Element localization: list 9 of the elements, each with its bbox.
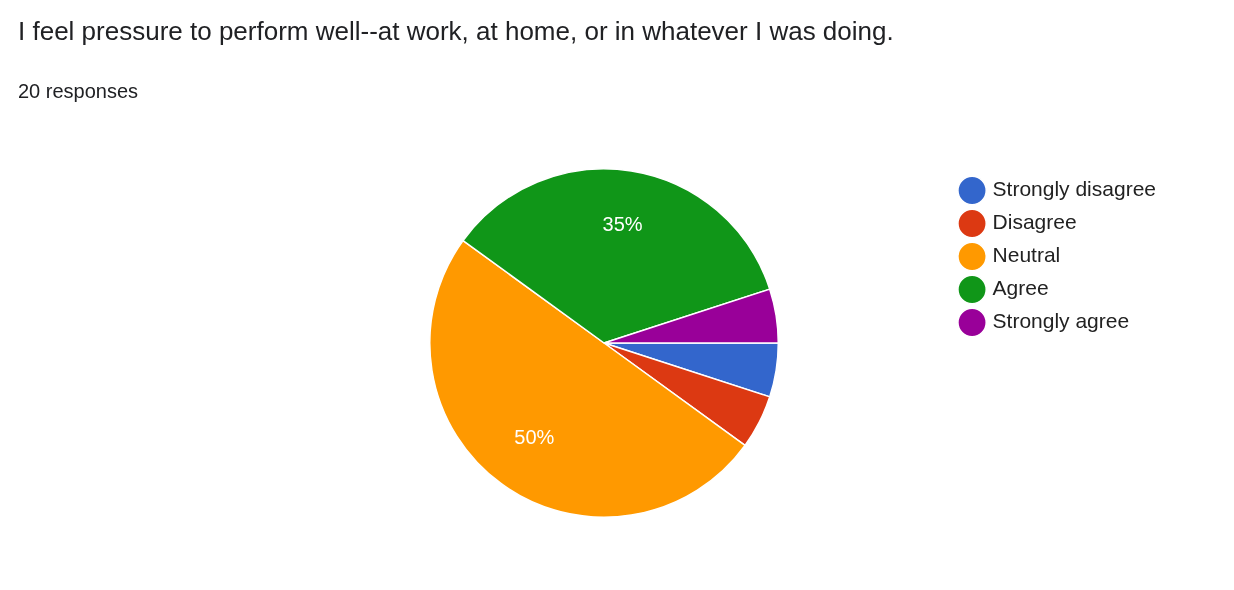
chart-title: I feel pressure to perform well--at work, at home, or in whatever I was doing. xyxy=(18,16,894,47)
legend-label: Agree xyxy=(992,276,1049,300)
data-label: 50% xyxy=(514,426,555,449)
legend-label: Disagree xyxy=(992,210,1077,234)
legend-label: Strongly disagree xyxy=(992,177,1157,201)
legend-label: Strongly agree xyxy=(992,309,1130,333)
legend-label: Neutral xyxy=(992,243,1061,267)
text: 20 responses xyxy=(18,80,139,103)
data-label: 35% xyxy=(602,213,643,236)
